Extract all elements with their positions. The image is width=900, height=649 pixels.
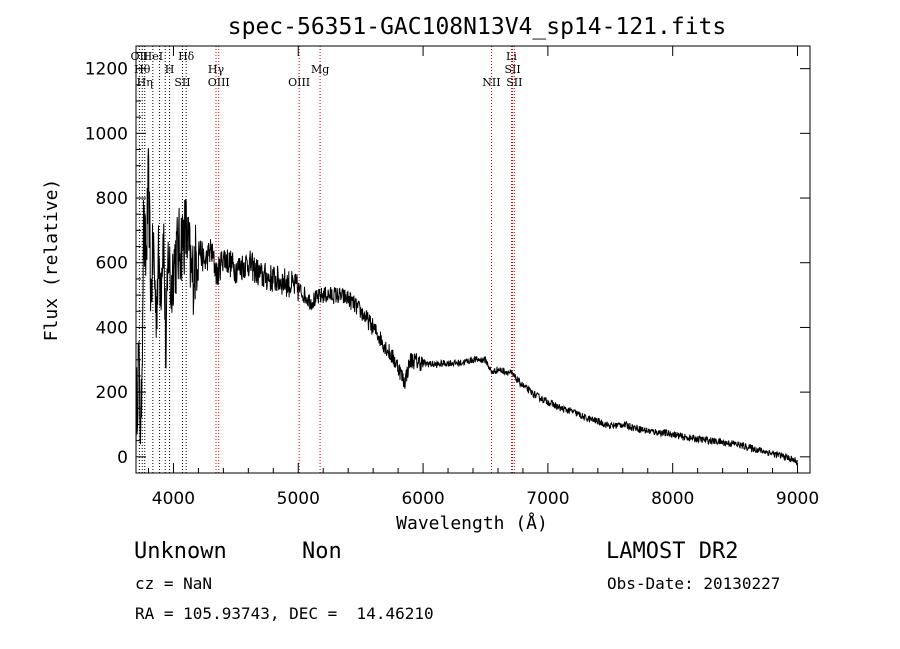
line-label-11-0: OIII bbox=[288, 76, 310, 89]
x-tick-label-5: 9000 bbox=[776, 489, 819, 509]
chart-title: spec-56351-GAC108N13V4_sp14-121.fits bbox=[228, 14, 727, 40]
redshift-cz: cz = NaN bbox=[135, 574, 213, 593]
x-axis-ticks: 4000 5000 6000 7000 8000 9000 bbox=[147, 46, 819, 509]
y-tick-label-4: 800 bbox=[96, 189, 128, 209]
x-tick-label-0: 4000 bbox=[152, 489, 195, 509]
line-label-7-0: SII bbox=[174, 76, 190, 89]
y-axis-label: Flux (relative) bbox=[41, 179, 62, 342]
x-tick-label-4: 8000 bbox=[651, 489, 694, 509]
y-axis-ticks: 0 200 400 600 800 1000 1200 bbox=[85, 51, 810, 468]
spectrum-series-line bbox=[135, 148, 798, 466]
y-tick-label-0: 0 bbox=[117, 448, 128, 468]
plot-frame bbox=[135, 45, 811, 474]
line-label-0-0: OII bbox=[131, 50, 149, 63]
x-tick-label-3: 7000 bbox=[526, 489, 569, 509]
line-label-1-0: Hθ bbox=[134, 63, 151, 76]
line-label-10-0: OIII bbox=[208, 76, 230, 89]
line-label-8-0: Hδ bbox=[178, 50, 195, 63]
x-axis-label: Wavelength (Å) bbox=[396, 512, 548, 534]
line-label-13-0: NII bbox=[482, 76, 500, 89]
x-tick-label-1: 5000 bbox=[277, 489, 320, 509]
ra-dec-coordinates: RA = 105.93743, DEC = 14.46210 bbox=[135, 604, 434, 623]
y-tick-label-3: 600 bbox=[96, 254, 128, 274]
x-tick-label-2: 6000 bbox=[401, 489, 444, 509]
y-tick-label-6: 1200 bbox=[85, 60, 128, 80]
line-label-6-0: H bbox=[165, 63, 175, 76]
line-label-14-0: Li bbox=[506, 50, 517, 63]
line-label-15-0: SII bbox=[504, 63, 520, 76]
y-tick-label-5: 1000 bbox=[85, 124, 128, 144]
line-label-12-0: Mg bbox=[311, 63, 329, 76]
line-label-16-0: SII bbox=[506, 76, 522, 89]
line-label-9-0: Hγ bbox=[208, 63, 225, 76]
y-tick-label-2: 400 bbox=[96, 318, 128, 338]
y-tick-label-1: 200 bbox=[96, 383, 128, 403]
object-class: Unknown bbox=[134, 539, 227, 564]
survey-name: LAMOST DR2 bbox=[606, 539, 739, 564]
observation-date: Obs-Date: 20130227 bbox=[607, 574, 781, 593]
line-label-3-0: HeI bbox=[143, 50, 163, 63]
line-label-2-0: Hη bbox=[137, 76, 153, 89]
object-subclass: Non bbox=[302, 539, 342, 564]
